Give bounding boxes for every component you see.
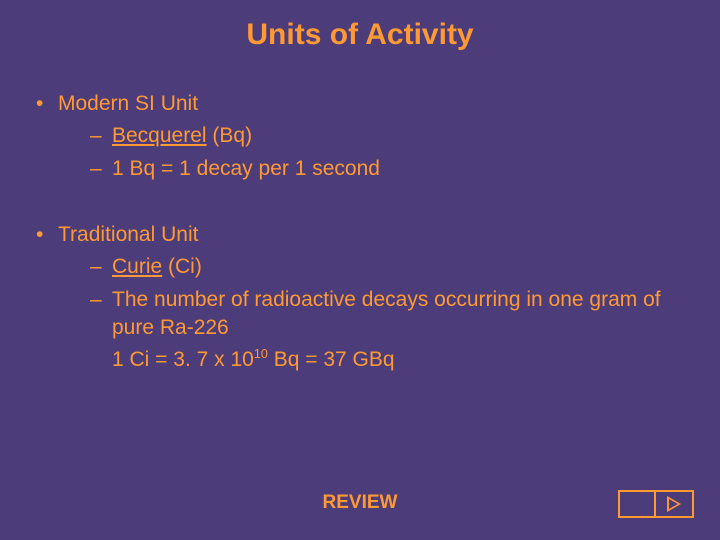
play-icon — [667, 496, 681, 512]
review-label: REVIEW — [0, 492, 720, 514]
nav-controls — [618, 490, 694, 518]
list-item: 1 Bq = 1 decay per 1 second — [30, 155, 690, 183]
equation-prefix: 1 Ci = 3. 7 x 10 — [112, 348, 254, 371]
list-item: The number of radioactive decays occurri… — [30, 286, 690, 343]
term-underlined: Curie — [112, 255, 162, 278]
equation-suffix: Bq = 37 GBq — [268, 348, 395, 371]
list-item: Curie (Ci) — [30, 253, 690, 281]
term-rest: (Bq) — [207, 124, 253, 147]
list-item-continuation: 1 Ci = 3. 7 x 1010 Bq = 37 GBq — [30, 346, 690, 374]
section-heading: Modern SI Unit — [30, 90, 690, 118]
list-item: Becquerel (Bq) — [30, 122, 690, 150]
equation-superscript: 10 — [254, 347, 268, 361]
section-heading: Traditional Unit — [30, 221, 690, 249]
nav-next-button[interactable] — [656, 490, 694, 518]
term-rest: (Ci) — [162, 255, 202, 278]
slide-content: Modern SI Unit Becquerel (Bq) 1 Bq = 1 d… — [0, 52, 720, 375]
slide-title: Units of Activity — [0, 0, 720, 52]
nav-prev-button[interactable] — [618, 490, 656, 518]
term-underlined: Becquerel — [112, 124, 207, 147]
